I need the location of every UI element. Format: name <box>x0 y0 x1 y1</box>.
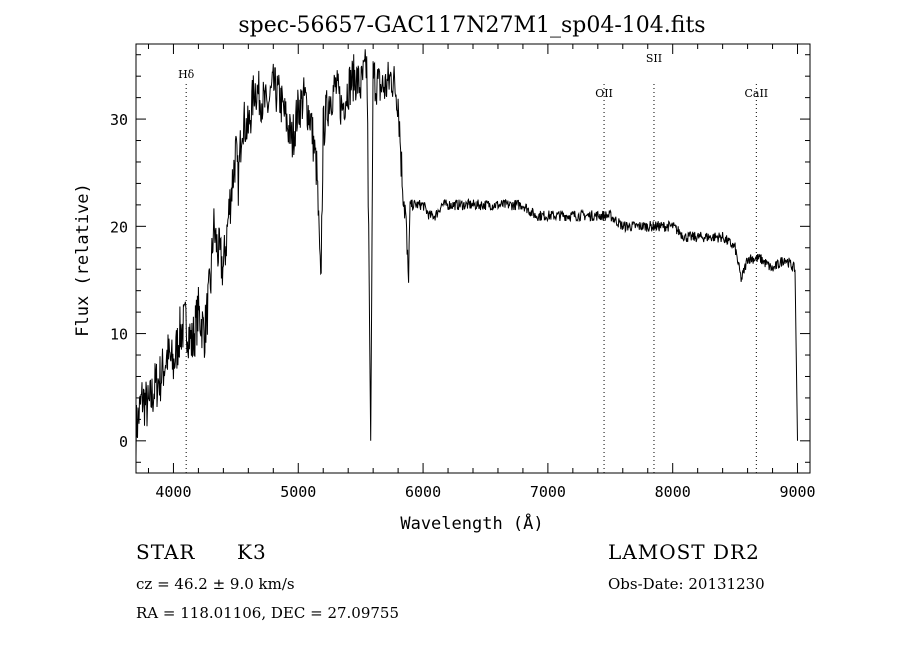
x-axis-label: Wavelength (Å) <box>400 512 543 534</box>
object-class: STAR <box>136 540 196 564</box>
x-tick-label: 5000 <box>280 483 316 501</box>
y-tick-label: 20 <box>110 218 128 236</box>
line-label-0: Hδ <box>178 68 195 81</box>
x-tick-label: 6000 <box>405 483 441 501</box>
spectrum-line <box>135 49 798 457</box>
line-label-2: SII <box>646 52 662 65</box>
y-tick-label: 30 <box>110 111 128 129</box>
x-tick-label: 9000 <box>779 483 815 501</box>
plot-frame <box>135 43 811 474</box>
axis-ticks: 4000 5000 6000 7000 8000 9000 0 10 20 30 <box>110 44 816 501</box>
y-axis-label: Flux (relative) <box>73 183 93 337</box>
obs-date-text: Obs-Date: 20131230 <box>608 575 765 593</box>
redshift-text: cz = 46.2 ± 9.0 km/s <box>136 575 295 593</box>
y-tick-label: 0 <box>119 433 128 451</box>
line-label-3: CaII <box>744 87 768 100</box>
chart-title: spec-56657-GAC117N27M1_sp04-104.fits <box>238 13 705 38</box>
coords-text: RA = 118.01106, DEC = 27.09755 <box>136 604 400 622</box>
x-tick-label: 7000 <box>530 483 566 501</box>
y-tick-label: 10 <box>110 326 128 344</box>
plot-content: Hδ OII SII CaII <box>135 49 798 473</box>
survey-label: LAMOST DR2 <box>608 540 760 564</box>
line-label-1: OII <box>595 87 613 100</box>
x-tick-label: 4000 <box>155 483 191 501</box>
x-tick-label: 8000 <box>655 483 691 501</box>
object-subclass: K3 <box>237 540 267 564</box>
